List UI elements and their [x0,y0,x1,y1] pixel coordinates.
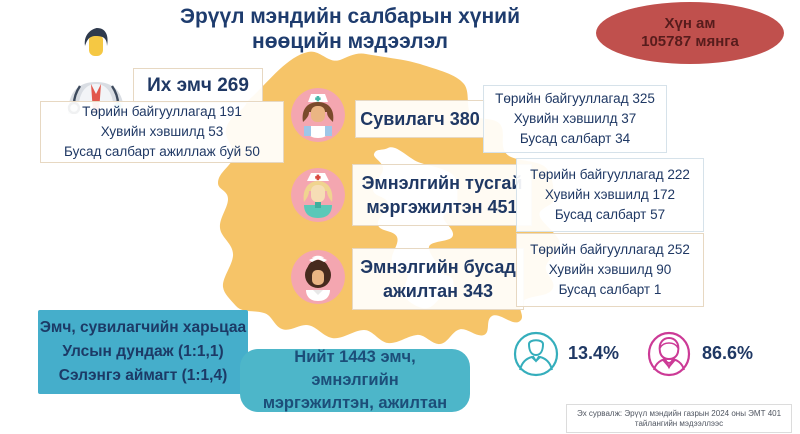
role-label: Эмнэлгийн бусад ажилтан 343 [360,257,516,301]
population-value: 105787 мянга [641,33,739,50]
source-text: Эх сурвалж: Эрүүл мэндийн газрын 2024 он… [576,408,782,428]
ratio-line: Эмч, сувилагчийн харьцаа [39,319,247,336]
role-label-box: Эмнэлгийн тусгай мэргэжилтэн 451 [352,164,532,226]
female-percent: 86.6% [702,343,754,363]
population-label: Хүн ам [664,15,716,32]
role-detail-box: Төрийн байгууллагад 325 Хувийн хэвшилд 3… [483,85,667,153]
doctor-label: Их эмч 269 [147,74,249,96]
other-staff-icon [291,250,345,304]
detail-line: Хувийн хэвшилд 53 [100,124,224,139]
page-title: Эрүүл мэндийн салбарын хүний нөөцийн мэд… [180,5,520,53]
ratio-box: Эмч, сувилагчийн харьцаа Улсын дундаж (1… [38,310,248,394]
detail-line: Хувийн хэвшилд 37 [513,111,637,126]
detail-line: Хувийн хэвшилд 90 [548,262,672,277]
role-label: Эмнэлгийн тусгай мэргэжилтэн 451 [361,173,523,217]
ratio-line: Сэлэнгэ аймагт (1:1,4) [58,367,228,384]
nurse-icon [291,88,345,142]
role-label: Сувилагч 380 [360,109,480,129]
detail-line: Бусад салбарт 1 [558,282,662,297]
ratio-line: Улсын дундаж (1:1,1) [62,343,224,360]
male-percent: 13.4% [568,343,620,363]
population-badge: Хүн ам 105787 мянга [596,2,784,64]
detail-line: Хувийн хэвшилд 172 [544,187,676,202]
detail-line: Бусад салбарт 57 [554,207,666,222]
role-label-box: Эмнэлгийн бусад ажилтан 343 [352,248,524,310]
female-icon [647,331,691,377]
doctor-label-box: Их эмч 269 [133,68,263,103]
doctor-detail-box: Төрийн байгууллагад 191 Хувийн хэвшилд 5… [40,101,284,163]
role-label-box: Сувилагч 380 [355,100,485,138]
detail-line: Төрийн байгууллагад 325 [495,91,655,106]
source-box: Эх сурвалж: Эрүүл мэндийн газрын 2024 он… [566,404,792,433]
role-detail-box: Төрийн байгууллагад 222 Хувийн хэвшилд 1… [516,158,704,232]
total-box: Нийт 1443 эмч, эмнэлгийн мэргэжилтэн, аж… [240,348,470,412]
total-text: Нийт 1443 эмч, эмнэлгийн мэргэжилтэн, аж… [262,348,448,412]
detail-line: Төрийн байгууллагад 252 [530,242,690,257]
specialist-icon [291,168,345,222]
male-icon [513,331,559,377]
detail-line: Төрийн байгууллагад 222 [530,167,690,182]
detail-line: Төрийн байгууллагад 191 [82,104,242,119]
role-detail-box: Төрийн байгууллагад 252 Хувийн хэвшилд 9… [516,233,704,307]
detail-line: Бусад салбарт 34 [519,131,631,146]
detail-line: Бусад салбарт ажиллаж буй 50 [64,144,260,159]
